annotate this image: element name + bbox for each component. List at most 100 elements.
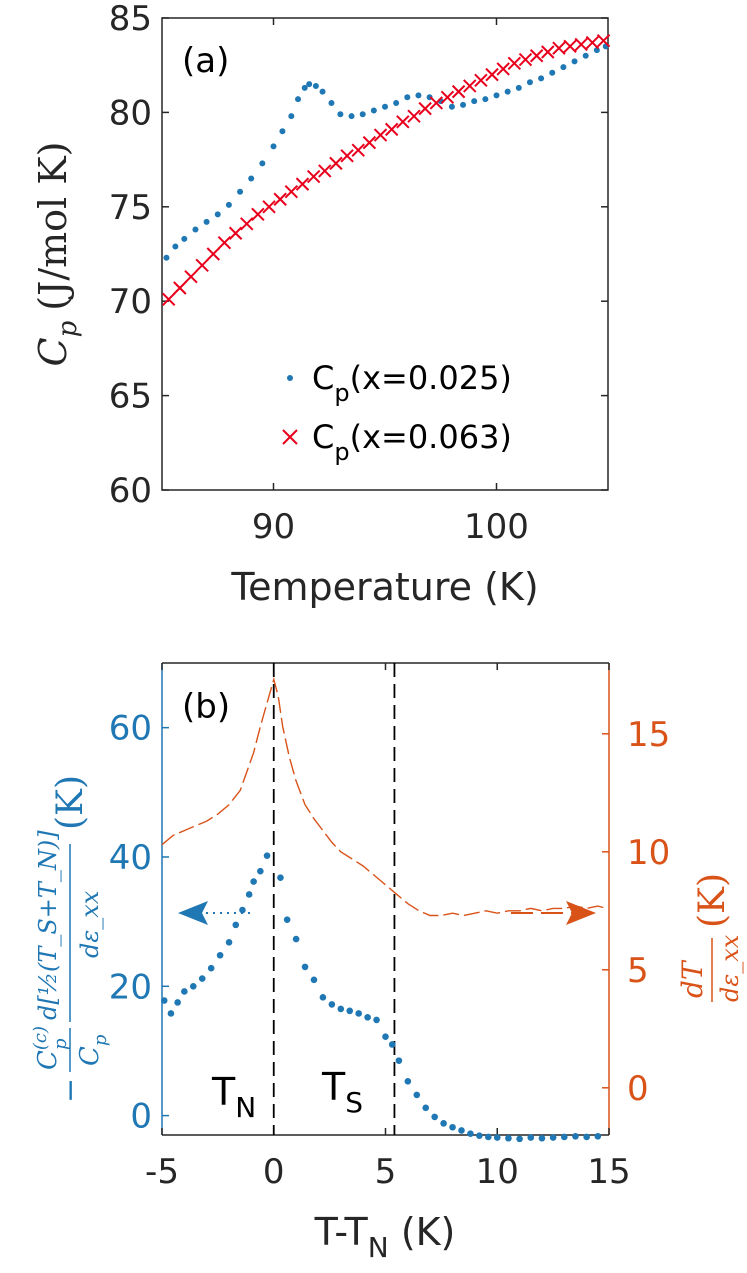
data-point-x [228,226,243,240]
data-point [259,160,266,167]
panel-b-left-tick-label: 40 [109,838,152,878]
data-point-x [240,217,254,231]
data-point [493,1134,501,1141]
data-point [301,84,308,91]
panel-b-transition-lines [272,663,396,1135]
data-point [364,1014,371,1021]
panel-b: 0 20 40 60 0 5 10 15 -5 0 5 10 15 (b) TN TS T-TN (K)… [30,662,744,1264]
data-point [319,993,327,1001]
data-point [239,906,246,914]
data-point [174,999,181,1006]
data-point [225,201,232,208]
data-point [370,107,377,114]
data-point [189,982,197,990]
data-point [328,1001,336,1008]
data-point [571,58,578,65]
data-point-x [585,35,600,50]
data-point [388,1041,396,1048]
data-point [163,254,170,261]
data-point-x [306,169,321,184]
svg-text:dε_xx: dε_xx [716,934,744,1002]
data-point [393,99,400,106]
data-point-x [518,52,533,67]
data-point [471,98,478,105]
data-point [198,975,206,982]
panel-b-ylabel-left: − C(c)p Cp d[½(T_S+T_N)] dε_xx (K) [30,775,111,1103]
data-point [301,963,309,971]
data-point-x [340,149,354,163]
data-point-x [329,156,343,171]
data-point [527,1134,535,1141]
svg-text:dT: dT [676,959,709,998]
panel-a-ytick-label: 80 [109,93,152,133]
data-point-x [529,49,544,63]
data-point [549,69,556,76]
data-point-x [318,164,332,178]
panel-a-xlabel: Temperature (K) [230,565,538,609]
dT-curve [161,676,607,917]
svg-text:Cp: Cp [75,1034,111,1066]
data-point [460,101,467,108]
panel-a-ytick-label: 60 [109,471,152,511]
data-point [485,1133,492,1141]
data-point-x [574,37,588,52]
data-point [582,52,589,59]
data-point [493,92,500,99]
data-point [181,235,188,242]
data-point [538,1134,546,1142]
panel-b-right-tick-label: 5 [627,951,649,991]
panel-a-ytick-label: 65 [109,377,152,417]
right-axis-arrow [511,901,596,925]
panel-b-left-tick-label: 20 [109,967,152,1007]
data-point [283,916,291,923]
data-point [319,88,326,95]
data-point [415,92,422,99]
data-point [292,935,300,943]
data-point-x [418,101,432,116]
data-point [279,128,286,135]
data-point [245,891,253,898]
data-point [181,988,188,995]
data-point [167,1010,175,1017]
data-point [263,852,271,859]
panel-a-ylabel: Cp(J/mol K) [31,142,83,367]
data-point [257,867,264,875]
data-point-x [407,109,421,123]
svg-text:−: − [53,1078,88,1103]
svg-text:(K): (K) [692,873,733,928]
data-point [207,964,215,972]
data-point [413,1091,421,1099]
panel-a-ytick-label: 75 [109,188,152,228]
data-point [160,997,168,1004]
data-point-x [161,292,176,307]
panel-b-label: (b) [182,687,230,727]
panel-b-left-tick-label: 0 [130,1097,152,1137]
panel-a-ytick-label: 70 [109,282,152,322]
data-point-x [362,135,377,150]
data-point [526,79,533,86]
data-point-x [429,96,443,110]
data-point [448,103,455,110]
data-point-x [384,122,399,137]
data-point [482,96,489,103]
data-point [295,96,302,103]
data-point [382,103,388,110]
panel-a-ytick-label: 85 [109,0,152,39]
data-point [337,1005,345,1013]
data-point [422,1104,430,1112]
data-point-x [295,177,310,191]
panel-b-series-cp [160,852,602,1143]
annotation-TN: TN [211,1070,256,1124]
data-point [476,1132,483,1139]
data-point-x [485,67,499,82]
data-point-x [496,62,510,76]
panel-b-ticks: 0 20 40 60 0 5 10 15 -5 0 5 10 15 [109,663,670,1192]
panel-b-left-tick-label: 60 [109,709,152,749]
data-point [225,939,233,946]
data-point [504,88,511,95]
data-point [270,143,277,150]
data-point-x [206,247,220,261]
data-point [310,976,318,984]
data-point-x [552,41,566,55]
data-point [594,1132,602,1140]
